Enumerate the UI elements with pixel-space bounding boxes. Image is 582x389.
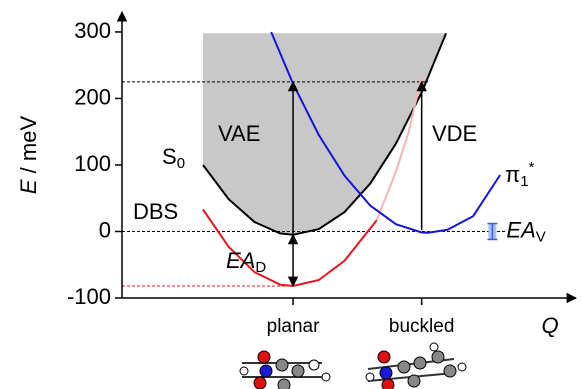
label-subscript: 1 <box>520 173 528 190</box>
x-tick-label: buckled <box>389 316 455 337</box>
label-text: π <box>505 162 520 187</box>
molecules <box>240 343 466 389</box>
y-axis-label: E / meV <box>16 116 41 195</box>
y-tick-label: 300 <box>74 18 111 43</box>
y-axis-label-part: / meV <box>16 116 41 180</box>
label-text: EA <box>506 217 535 242</box>
y-tick-label: 100 <box>74 151 111 176</box>
label-superscript: * <box>529 159 535 176</box>
x-axis-label: Q <box>541 313 558 338</box>
label: VAE <box>218 121 260 146</box>
label-text: VDE <box>432 121 477 146</box>
label-subscript: 0 <box>177 155 185 172</box>
label: EAV <box>506 217 545 245</box>
label-text: DBS <box>133 199 178 224</box>
y-tick-label: -100 <box>67 284 111 309</box>
label-text: VAE <box>218 121 260 146</box>
molecule-planar <box>240 351 330 389</box>
label-text: S <box>162 144 177 169</box>
label: EAD <box>226 248 266 276</box>
label-subscript: D <box>255 259 266 276</box>
label: π1* <box>505 159 535 190</box>
molecule-buckled <box>366 343 466 389</box>
label: VDE <box>432 121 477 146</box>
label: S0 <box>162 144 185 172</box>
y-tick-label: 0 <box>99 217 111 242</box>
y-axis-label-part: E <box>16 179 41 194</box>
label: DBS <box>133 199 178 224</box>
label-subscript: V <box>536 228 546 245</box>
x-tick-label: planar <box>267 316 320 337</box>
label-text: EA <box>226 248 255 273</box>
error-bar <box>487 224 497 240</box>
chart: S0DBSπ1*VAEVDEEADEAV-1000100200300planar… <box>0 0 582 389</box>
y-tick-label: 200 <box>74 84 111 109</box>
